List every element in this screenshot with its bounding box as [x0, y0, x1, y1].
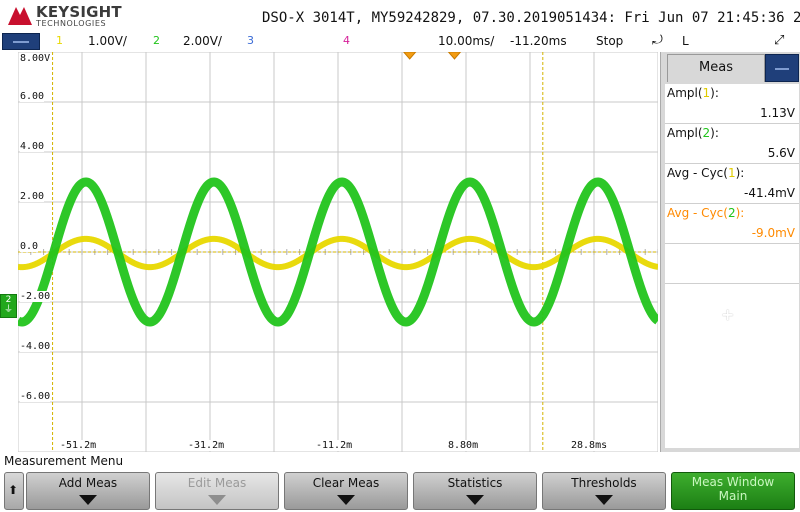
channel-2-number[interactable]: 2 — [153, 34, 160, 47]
add-measurement-slot[interactable] — [665, 244, 799, 284]
clear-meas-label: Clear Meas — [312, 476, 380, 490]
x-label-4: 28.8ms — [571, 440, 608, 451]
down-arrow-icon — [79, 495, 97, 505]
measurement-item-selected[interactable]: Avg - Cyc(2): -9.0mV — [665, 204, 799, 244]
y-label-2: 4.00 — [20, 141, 45, 152]
tab-meas[interactable]: Meas — [667, 54, 765, 82]
channel-2-scale[interactable]: 2.00V/ — [183, 34, 222, 48]
timebase-scale[interactable]: 10.00ms/ — [438, 34, 495, 48]
measurement-value: -41.4mV — [744, 186, 795, 200]
measurement-value: 5.6V — [767, 146, 795, 160]
meas-window-label: Meas Window Main — [691, 475, 775, 503]
y-label-5: -2.00 — [20, 291, 51, 302]
menu-back-button[interactable] — [4, 472, 24, 510]
x-label-0: -51.2m — [60, 440, 97, 451]
x-label-2: -11.2m — [316, 440, 353, 451]
channel-3-number[interactable]: 3 — [247, 34, 254, 47]
add-icon[interactable]: + — [721, 305, 735, 324]
measurement-name: Avg - Cyc(2): — [667, 206, 745, 220]
channel-2-ground-marker[interactable]: 2 ⏚ — [0, 294, 17, 318]
keysight-logo-icon — [8, 7, 32, 25]
statistics-button[interactable]: Statistics — [413, 472, 537, 510]
thresholds-button[interactable]: Thresholds — [542, 472, 666, 510]
measurement-value: -9.0mV — [751, 226, 795, 240]
measurement-panel: Meas Ampl(1): 1.13V Ampl(2): 5.6V Avg - … — [660, 52, 800, 452]
waveform-graticule — [18, 52, 658, 452]
trigger-position-marker — [403, 52, 417, 60]
measurement-name: Ampl(2): — [667, 126, 719, 140]
measurement-name: Ampl(1): — [667, 86, 719, 100]
x-label-3: 8.80m — [448, 440, 479, 451]
instrument-info: DSO-X 3014T, MY59242829, 07.30.201905143… — [262, 10, 800, 26]
run-state-indicator[interactable]: Stop — [596, 34, 624, 48]
down-arrow-icon — [337, 495, 355, 505]
measurement-item[interactable]: Ampl(2): 5.6V — [665, 124, 799, 164]
measurement-value: 1.13V — [760, 106, 795, 120]
down-arrow-icon — [595, 495, 613, 505]
channel-status-bar: 1 1.00V/ 2 2.00V/ 3 4 10.00ms/ -11.20ms … — [0, 32, 800, 52]
brand-name: KEYSIGHT — [36, 3, 122, 21]
down-arrow-icon — [208, 495, 226, 505]
y-label-1: 6.00 — [20, 91, 45, 102]
trigger-coupling[interactable]: L — [682, 34, 689, 48]
channel-1-number[interactable]: 1 — [56, 34, 63, 47]
horizontal-delay[interactable]: -11.20ms — [510, 34, 567, 48]
clear-meas-button[interactable]: Clear Meas — [284, 472, 408, 510]
down-arrow-icon — [466, 495, 484, 505]
statistics-label: Statistics — [447, 476, 503, 490]
keysight-logo: KEYSIGHT TECHNOLOGIES — [6, 3, 126, 29]
measurement-list: Ampl(1): 1.13V Ampl(2): 5.6V Avg - Cyc(1… — [665, 84, 799, 448]
screen-menu-button[interactable] — [2, 33, 40, 50]
menu-title: Measurement Menu — [4, 454, 124, 468]
y-label-6: -4.00 — [20, 341, 51, 352]
measurement-name: Avg - Cyc(1): — [667, 166, 745, 180]
channel-marker-strip: 2 ⏚ — [0, 52, 18, 452]
brand-sub: TECHNOLOGIES — [36, 19, 107, 28]
waveform-display[interactable] — [18, 52, 658, 452]
channel-1-scale[interactable]: 1.00V/ — [88, 34, 127, 48]
measurement-item[interactable]: Avg - Cyc(1): -41.4mV — [665, 164, 799, 204]
tab-menu-toggle[interactable] — [765, 54, 799, 82]
y-label-7: -6.00 — [20, 391, 51, 402]
header-bar: KEYSIGHT TECHNOLOGIES DSO-X 3014T, MY592… — [0, 0, 800, 32]
ground-marker-label: 2 — [5, 295, 12, 305]
measurement-item[interactable]: Ampl(1): 1.13V — [665, 84, 799, 124]
channel-2-waveform — [18, 177, 658, 327]
y-label-4: 0.0 — [20, 241, 39, 252]
delay-marker — [447, 52, 462, 60]
edit-meas-label: Edit Meas — [187, 476, 247, 490]
thresholds-label: Thresholds — [571, 476, 637, 490]
channel-1-waveform — [18, 235, 658, 271]
softkey-bar: Add Meas Edit Meas Clear Meas Statistics… — [0, 470, 800, 512]
y-label-3: 2.00 — [20, 191, 45, 202]
edit-meas-button[interactable]: Edit Meas — [155, 472, 279, 510]
expand-arrows-icon[interactable]: ⤢ — [774, 33, 785, 48]
x-label-1: -31.2m — [188, 440, 225, 451]
rising-edge-icon[interactable]: ⤾ — [652, 33, 663, 48]
channel-4-number[interactable]: 4 — [343, 34, 350, 47]
add-meas-label: Add Meas — [58, 476, 118, 490]
y-label-0: 8.00V — [20, 53, 51, 64]
add-meas-button[interactable]: Add Meas — [26, 472, 150, 510]
meas-window-button[interactable]: Meas Window Main — [671, 472, 795, 510]
